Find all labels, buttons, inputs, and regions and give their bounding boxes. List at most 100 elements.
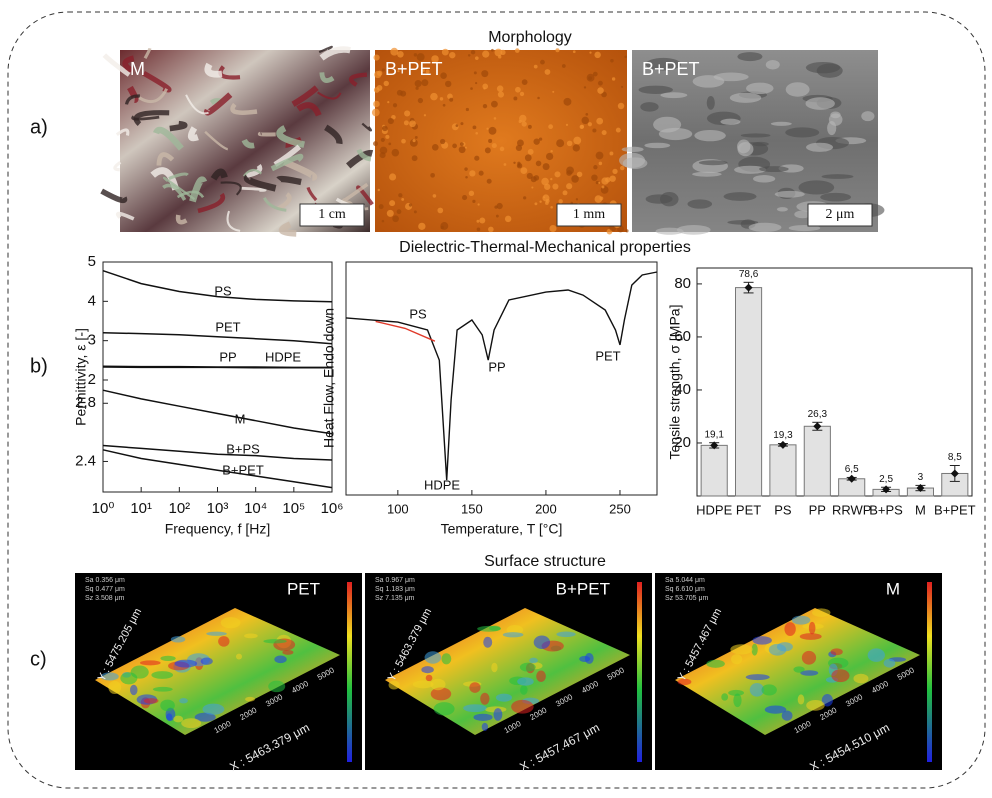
blob [694,130,725,141]
grain [505,216,511,222]
grain [372,109,380,117]
grain [612,77,615,80]
grain [573,137,581,145]
bar [736,288,762,496]
grain [421,79,428,86]
texture [245,697,255,702]
texture [201,658,213,665]
texture [173,716,183,723]
grain [378,189,380,191]
grain [393,103,397,107]
texture [503,632,524,637]
texture [520,663,536,672]
grain [554,171,560,177]
grain [486,128,488,130]
grain [387,101,389,103]
grain [592,128,596,132]
grain [552,91,554,93]
bar [804,426,830,496]
texture [425,651,442,663]
texture [421,666,434,673]
texture [496,694,512,702]
texture [769,644,787,656]
blob [692,172,722,177]
line [103,450,332,488]
grain [401,198,404,201]
texture [831,648,843,655]
texture [868,648,885,662]
texture [706,660,725,668]
grain [513,96,517,100]
fiber [260,134,276,135]
grain [609,151,613,155]
x-tick-label: 200 [535,501,557,516]
scale-label: 2 μm [826,207,855,222]
grain [573,144,580,151]
scale-label: 1 mm [573,207,605,222]
grain [584,86,586,88]
texture [202,704,224,715]
x-tick-label: PET [736,502,761,517]
grain [543,196,545,198]
blob [806,97,835,110]
texture [463,704,487,712]
line-label: PS [214,283,232,298]
y-tick-label: 5 [88,253,96,270]
roughness-stat: Sz 53.705 μm [665,595,709,602]
panel-label: a) [30,116,48,138]
blob [861,111,874,121]
blob [659,128,692,140]
grain [424,114,426,116]
texture [160,700,175,712]
blob [660,92,687,98]
texture [731,654,742,664]
grain [533,138,539,144]
line [103,390,332,434]
grain [373,101,380,108]
roughness-stat: Sz 7.135 μm [375,595,415,602]
texture [831,669,849,682]
grain [573,50,576,53]
blob [753,142,769,146]
texture [413,680,434,688]
x-tick-label: 10⁶ [321,500,344,517]
grain [588,122,592,126]
texture [263,639,286,643]
grain [392,215,399,222]
grain [462,195,467,200]
grain [552,184,558,190]
texture [469,682,480,693]
grain [401,139,406,144]
grain [397,90,403,96]
grain [591,174,597,180]
texture [493,708,502,721]
x-tick-label: 10⁰ [92,500,115,517]
annotation: PET [595,348,620,363]
grain [593,165,597,169]
blob [820,193,851,202]
grain [594,52,600,58]
blob [622,147,644,152]
photos: M1 cmB+PET1 mmB+PET2 μm [102,47,885,235]
grain [479,217,485,223]
surface-maps: PETSa 0.356 μmSq 0.477 μmSz 3.508 μm1000… [75,573,942,774]
grain [621,86,623,88]
grain [600,196,604,200]
grain [518,164,521,167]
figure: a) b) c) Morphology Dielectric-Thermal-M… [0,0,992,798]
grain [491,101,498,108]
grain [432,144,439,151]
texture [579,656,590,662]
texture [730,644,752,654]
photo-label: M [130,59,145,79]
grain [522,79,528,85]
x-tick-label: B+PET [934,502,976,517]
grain [433,194,437,198]
bar [770,445,796,496]
blob [746,83,774,94]
grain [539,201,541,203]
texture [800,633,822,640]
section-title: Surface structure [484,553,606,570]
roughness-stat: Sq 0.477 μm [85,586,125,593]
grain [468,54,470,56]
